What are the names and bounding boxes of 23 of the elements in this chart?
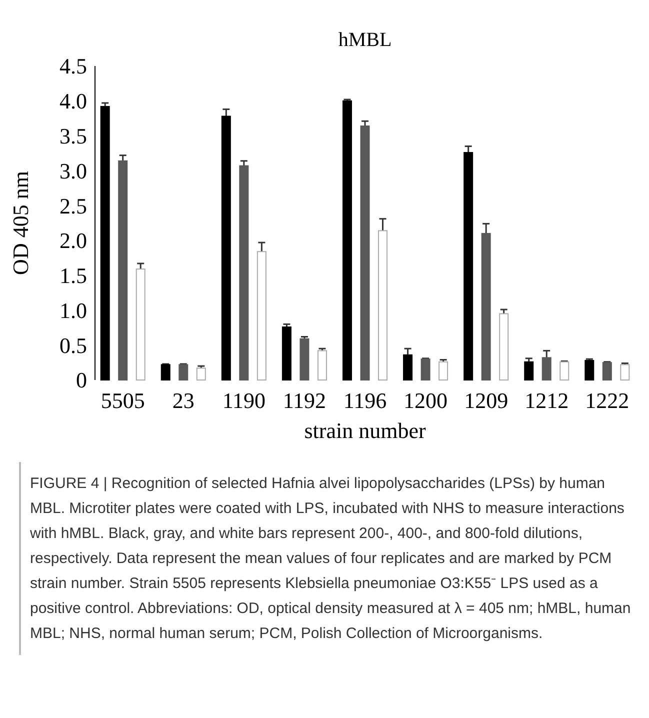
- x-tick-label: 1192: [282, 388, 326, 413]
- y-tick-label: 4.0: [60, 88, 87, 114]
- x-tick-label: 1190: [222, 388, 266, 413]
- x-tick-label: 5505: [100, 388, 145, 413]
- x-tick-label: 1196: [343, 388, 387, 413]
- x-tick-label: 1222: [585, 388, 630, 413]
- y-tick-label: 0: [76, 368, 87, 393]
- y-tick-label: 3.0: [60, 158, 87, 184]
- caption: FIGURE 4 | Recognition of selected Hafnia alvei lipopolysaccharides (LPSs) by human MBL. Microtiter plates were coated with LPS, incubated with NHS to measure interactions with hMBL. Black, gray, and white bars represent 200-, 400-, and 800-fold dilutions, respectively. Data represent the mean values of four replicates and are marked by PCM strain number. Strain 5505 represents Klebsiella pneumoniae O3:K55⁻ LPS used as a positive control. Abbreviations: OD, optical density measured at λ = 405 nm; hMBL, human MBL; NHS, normal human serum; PCM, Polish Collection of Microorganisms.: [29, 475, 631, 642]
- y-tick-label: 1.5: [60, 263, 87, 288]
- y-tick-label: 2.5: [60, 193, 87, 218]
- y-tick-label: 4.5: [60, 54, 87, 79]
- y-axis-title: OD 405 nm: [8, 171, 33, 275]
- x-tick-label: 23: [172, 388, 194, 413]
- chart-title: hMBL: [338, 29, 392, 51]
- y-tick-label: 3.5: [60, 123, 87, 148]
- x-tick-label: 1209: [464, 388, 508, 413]
- y-tick-label: 2.0: [60, 228, 87, 254]
- x-tick-label: 1200: [404, 388, 448, 413]
- y-tick-label: 1.0: [60, 298, 87, 323]
- y-tick-label: 0.5: [60, 332, 87, 358]
- x-tick-label: 1212: [524, 388, 569, 413]
- x-axis-title: strain number: [304, 418, 426, 443]
